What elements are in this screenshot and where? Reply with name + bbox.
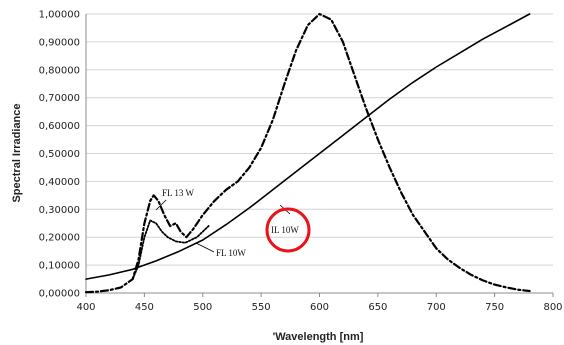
annotation-leader-fl10 — [195, 242, 215, 253]
series-lines — [84, 12, 531, 294]
y-tick-label: 0,40000 — [39, 177, 80, 188]
x-tick-label: 750 — [485, 302, 504, 313]
x-tick-label: 600 — [310, 302, 329, 313]
x-tick-labels: 400 450 500 550 600 650 700 750 800 — [76, 302, 562, 313]
y-tick-label: 1,00000 — [39, 10, 80, 21]
y-tick-label: 0,60000 — [39, 121, 80, 132]
annotation-il10: IL 10W — [271, 225, 299, 235]
y-tick-label: 0,70000 — [39, 93, 80, 104]
y-tick-label: 0,50000 — [39, 149, 80, 160]
y-tick-label: 0,20000 — [39, 233, 80, 244]
y-tick-label: 0,90000 — [39, 37, 80, 48]
y-tick-label: 0,80000 — [39, 65, 80, 76]
y-tick-labels: 0,00000 0,10000 0,20000 0,30000 0,40000 0,500… — [39, 10, 80, 300]
annotation-fl10: FL 10W — [216, 248, 246, 258]
x-axis-title: 'Wavelength [nm] — [273, 331, 364, 343]
x-tick-label: 650 — [368, 302, 387, 313]
series-line-fl-10w — [131, 219, 210, 280]
x-tick-label: 500 — [193, 302, 212, 313]
x-tick-label: 700 — [427, 302, 446, 313]
y-axis-title: Spectral Irradiance — [11, 103, 23, 202]
annotations: FL 13 W FL 10W IL 10W — [155, 188, 311, 258]
highlight-circle — [265, 207, 311, 253]
series-line-il-10w — [85, 13, 531, 280]
y-tick-label: 0,10000 — [39, 261, 80, 272]
x-tick-label: 450 — [135, 302, 154, 313]
x-tick-label: 550 — [252, 302, 271, 313]
y-tick-label: 0,30000 — [39, 205, 80, 216]
series-line-fl-13-w — [84, 12, 531, 294]
annotation-leader-fl13 — [155, 199, 167, 211]
axes — [85, 14, 554, 297]
y-tick-label: 0,00000 — [39, 289, 80, 300]
annotation-fl13: FL 13 W — [162, 188, 195, 198]
x-tick-label: 800 — [543, 302, 562, 313]
x-tick-label: 400 — [76, 302, 95, 313]
